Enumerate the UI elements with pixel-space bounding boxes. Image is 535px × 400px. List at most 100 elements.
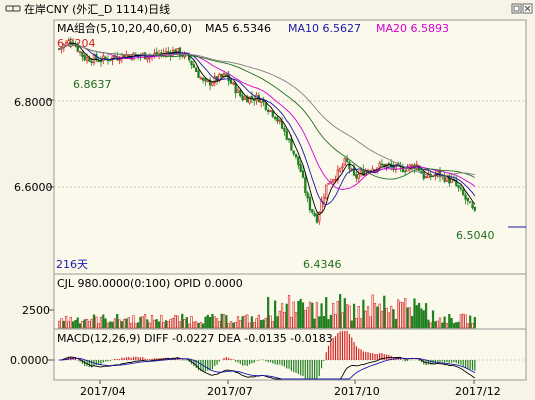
volume-bar xyxy=(401,302,404,329)
candle-body xyxy=(262,100,265,103)
candle-body xyxy=(285,130,288,140)
volume-bar xyxy=(334,314,337,329)
volume-bar xyxy=(271,321,274,329)
candle-body xyxy=(308,196,312,211)
volume-bar xyxy=(109,321,112,329)
candle-body xyxy=(341,165,344,168)
candle-body xyxy=(301,170,305,178)
volume-bar xyxy=(197,322,200,329)
candle-body xyxy=(190,60,193,66)
macd-diff-line xyxy=(59,356,476,380)
volume-bar xyxy=(208,317,212,329)
candle-body xyxy=(220,73,223,78)
candle-body xyxy=(304,177,307,194)
x-axis: 2017/04 2017/07 2017/10 2017/12 xyxy=(54,379,526,398)
volume-bar xyxy=(118,319,121,329)
volume-bar xyxy=(308,301,312,329)
volume-bar xyxy=(378,303,381,329)
candle-body xyxy=(410,164,414,167)
volume-bar xyxy=(267,297,270,329)
candle-body xyxy=(266,109,270,112)
lock-icon[interactable] xyxy=(5,5,21,12)
volume-bar xyxy=(285,303,288,329)
candle-body xyxy=(199,77,202,80)
candle-body xyxy=(83,55,86,61)
candle-body xyxy=(164,51,168,55)
volume-bar xyxy=(104,318,107,329)
volume-bar xyxy=(366,306,370,329)
volume-bar xyxy=(234,321,237,329)
volume-bar xyxy=(74,319,77,329)
volume-bar xyxy=(359,318,363,329)
volume-bar xyxy=(116,314,119,329)
volume-bar xyxy=(111,321,114,329)
volume-bar xyxy=(443,316,446,329)
candle-body xyxy=(78,51,82,53)
volume-bar xyxy=(294,312,298,329)
candle-body xyxy=(213,76,216,83)
cjl-y-tick: 2500 xyxy=(22,304,50,317)
candle-body xyxy=(383,163,386,168)
candle-body xyxy=(424,176,428,178)
volume-bar xyxy=(92,314,96,329)
candle-body xyxy=(88,57,91,62)
candle-body xyxy=(299,164,302,173)
volume-bar xyxy=(160,314,163,329)
volume-bar xyxy=(383,295,386,329)
candle-body xyxy=(204,78,207,82)
ma60-line xyxy=(59,44,475,177)
volume-bar xyxy=(206,314,209,329)
y-tick-6800: 6.8000 xyxy=(14,96,53,109)
volume-bar xyxy=(445,323,449,329)
candle-body xyxy=(195,67,198,72)
volume-bar xyxy=(58,320,61,329)
candle-body xyxy=(248,96,251,104)
volume-bar xyxy=(71,321,75,329)
volume-bar xyxy=(404,298,407,329)
candle-body xyxy=(422,171,425,179)
ma-group-label[interactable]: MA组合(5,10,20,40,60,0) xyxy=(57,21,192,35)
volume-bars xyxy=(58,294,476,329)
volume-bar xyxy=(332,303,335,329)
volume-bar xyxy=(81,320,84,329)
maximize-icon[interactable] xyxy=(511,3,522,14)
volume-bar xyxy=(178,321,182,329)
volume-bar xyxy=(376,306,379,329)
candle-body xyxy=(462,189,465,196)
volume-bar xyxy=(471,322,474,329)
volume-bar xyxy=(329,314,332,329)
volume-bar xyxy=(452,323,456,329)
candle-body xyxy=(229,79,233,84)
candle-body xyxy=(264,102,268,110)
x-tick-1: 2017/04 xyxy=(80,385,126,398)
volume-bar xyxy=(385,307,388,329)
candle-body xyxy=(241,95,244,101)
candle-body xyxy=(160,52,163,55)
volume-bar xyxy=(236,316,240,329)
volume-bar xyxy=(215,318,219,329)
volume-bar xyxy=(123,318,126,329)
volume-bar xyxy=(343,298,346,329)
candle-body xyxy=(336,169,339,181)
volume-bar xyxy=(88,320,91,329)
volume-bar xyxy=(431,310,435,329)
volume-bar xyxy=(192,321,195,329)
candle-body xyxy=(211,82,214,86)
volume-bar xyxy=(241,316,244,329)
candle-body xyxy=(118,59,121,62)
volume-bar xyxy=(299,298,302,329)
volume-bar xyxy=(313,318,316,329)
volume-bar xyxy=(120,321,123,329)
close-icon[interactable] xyxy=(522,3,533,14)
volume-bar xyxy=(78,323,82,329)
candle-body xyxy=(176,48,179,54)
volume-bar xyxy=(227,323,230,329)
candle-body xyxy=(355,174,358,179)
volume-bar xyxy=(390,306,393,329)
volume-bar xyxy=(146,319,149,329)
volume-bar xyxy=(283,311,286,329)
candle-body xyxy=(352,167,356,176)
candle-body xyxy=(269,109,272,112)
candle-body xyxy=(69,41,72,44)
volume-bar xyxy=(420,308,423,329)
